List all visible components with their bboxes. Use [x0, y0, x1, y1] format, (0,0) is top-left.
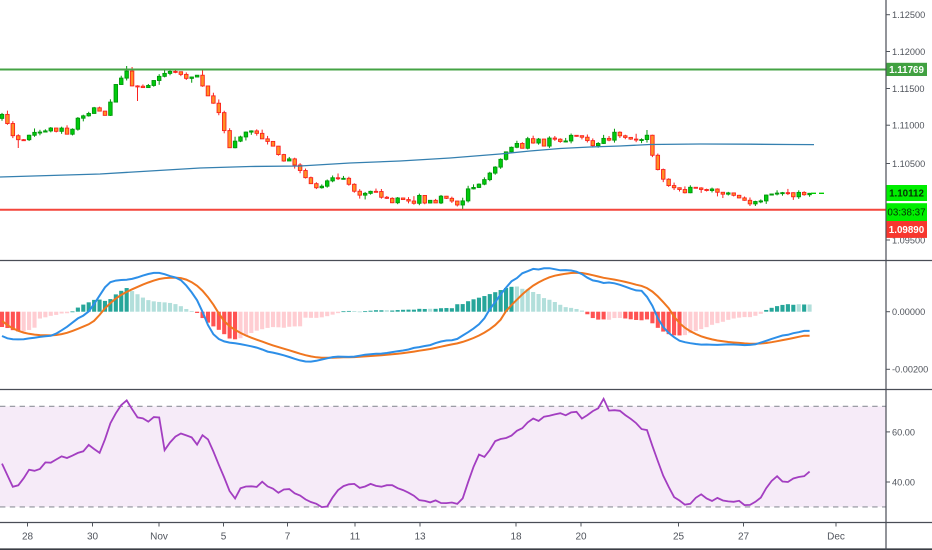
svg-text:11: 11 [350, 532, 361, 543]
svg-text:1.11000: 1.11000 [892, 121, 925, 131]
svg-text:-0.00200: -0.00200 [892, 365, 928, 375]
svg-text:Nov: Nov [150, 532, 168, 543]
svg-text:40.00: 40.00 [892, 477, 915, 487]
svg-text:30: 30 [87, 532, 99, 543]
svg-text:13: 13 [414, 532, 426, 543]
svg-text:1.10112: 1.10112 [889, 189, 924, 200]
svg-text:Dec: Dec [827, 532, 845, 543]
svg-text:27: 27 [738, 532, 750, 543]
svg-text:1.09500: 1.09500 [892, 235, 925, 245]
svg-text:1.12500: 1.12500 [892, 10, 925, 20]
svg-text:20: 20 [575, 532, 587, 543]
svg-text:7: 7 [285, 532, 291, 543]
svg-text:1.11769: 1.11769 [889, 65, 924, 76]
svg-text:1.11500: 1.11500 [892, 84, 925, 94]
svg-text:25: 25 [673, 532, 685, 543]
svg-text:03:38:37: 03:38:37 [887, 208, 925, 219]
svg-text:28: 28 [22, 532, 34, 543]
svg-text:1.09890: 1.09890 [889, 225, 925, 236]
svg-text:0.00000: 0.00000 [892, 307, 925, 317]
svg-text:1.12000: 1.12000 [892, 47, 925, 57]
svg-text:1.10500: 1.10500 [892, 159, 925, 169]
svg-text:5: 5 [221, 532, 227, 543]
svg-text:18: 18 [510, 532, 522, 543]
svg-text:60.00: 60.00 [892, 427, 915, 437]
